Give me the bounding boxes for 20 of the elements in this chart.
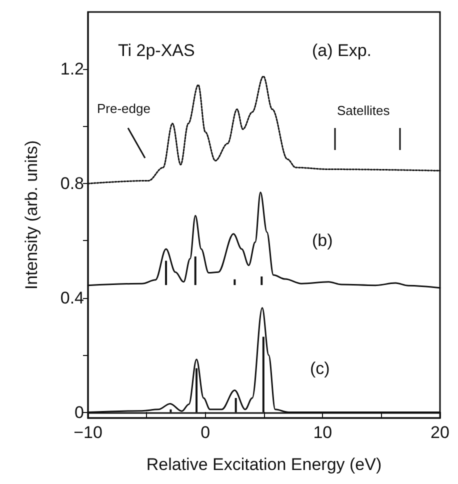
y-axis-title: Intensity (arb. units): [22, 140, 41, 290]
bar: [165, 260, 168, 286]
x-tick-label: 0: [200, 423, 210, 442]
annotation: (c): [310, 359, 330, 378]
bar: [234, 279, 236, 286]
x-tick-label: −10: [74, 423, 102, 442]
x-tick-label: 10: [313, 423, 332, 442]
annotation: (b): [312, 231, 333, 250]
annotation: Pre-edge: [97, 101, 150, 116]
y-tick-label: 0.8: [60, 174, 84, 194]
x-tick-label: 20: [430, 423, 450, 442]
annotation: (a) Exp.: [312, 41, 372, 60]
bar: [260, 276, 263, 286]
bar: [194, 256, 196, 286]
y-tick-label: 0.4: [60, 288, 84, 308]
y-tick-label: 0: [74, 402, 84, 422]
x-axis-title: Relative Excitation Energy (eV): [146, 455, 382, 474]
y-tick-label: 1.2: [60, 60, 84, 79]
annotation: Satellites: [337, 103, 390, 118]
annotation: Ti 2p-XAS: [118, 41, 195, 60]
